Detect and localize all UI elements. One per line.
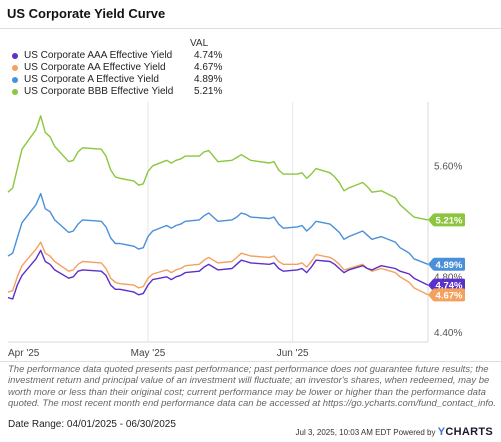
value-badge-label: 4.74% <box>436 281 463 292</box>
chart-title: US Corporate Yield Curve <box>7 6 166 21</box>
disclaimer-text: The performance data quoted presents pas… <box>8 364 496 410</box>
series-line-2 <box>7 192 429 265</box>
x-tick-label: Jun '25 <box>277 348 309 359</box>
value-badge-pointer <box>428 279 433 292</box>
legend-label: US Corporate A Effective Yield <box>24 74 159 85</box>
legend-value: 4.67% <box>194 62 223 73</box>
x-tick-label: Apr '25 <box>8 348 40 359</box>
value-badge-pointer <box>428 288 433 301</box>
value-badge-label: 5.21% <box>436 215 463 226</box>
footer-attribution: Jul 3, 2025, 10:03 AM EDT Powered by YCH… <box>296 426 493 438</box>
value-badge-pointer <box>428 213 433 226</box>
value-badge-label: 4.89% <box>436 260 463 271</box>
legend-dot-bbb <box>12 89 18 95</box>
value-badge-pointer <box>428 258 433 271</box>
legend-dot-aa <box>12 65 18 71</box>
legend-label: US Corporate AA Effective Yield <box>24 62 166 73</box>
legend-label: US Corporate AAA Effective Yield <box>24 50 173 61</box>
legend-value: 5.21% <box>194 86 223 97</box>
value-badge <box>433 257 465 271</box>
series-line-0 <box>7 249 429 300</box>
value-badge-label: 4.67% <box>436 290 463 301</box>
legend-value-header: VAL <box>190 38 209 49</box>
ycharts-logo[interactable]: YCHARTS <box>437 426 493 438</box>
chart-bottom-divider <box>0 361 501 362</box>
y-tick-label: 5.60% <box>434 161 462 172</box>
title-divider <box>0 28 501 29</box>
value-badge <box>433 288 465 302</box>
legend-label: US Corporate BBB Effective Yield <box>24 86 174 97</box>
y-tick-label: 4.80% <box>434 272 462 283</box>
legend-value: 4.89% <box>194 74 223 85</box>
x-tick-label: May '25 <box>131 348 166 359</box>
legend-dot-aaa <box>12 53 18 59</box>
legend-value: 4.74% <box>194 50 223 61</box>
legend-dot-a <box>12 77 18 83</box>
y-tick-label: 4.40% <box>434 328 462 339</box>
footer-timestamp: Jul 3, 2025, 10:03 AM EDT Powered by <box>295 428 436 437</box>
series-line-3 <box>7 115 429 221</box>
value-badge <box>433 213 465 227</box>
series-line-1 <box>7 241 429 296</box>
date-range: Date Range: 04/01/2025 - 06/30/2025 <box>8 419 176 430</box>
